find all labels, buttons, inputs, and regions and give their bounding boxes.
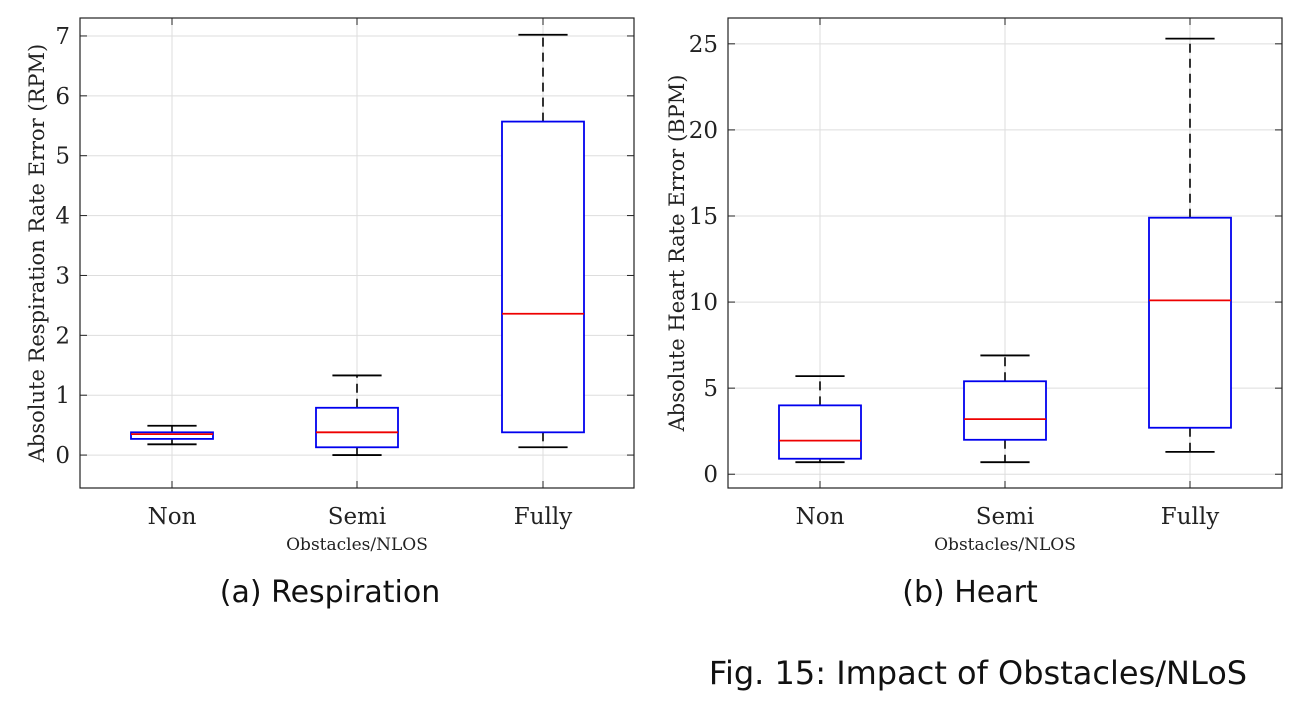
box-non — [778, 375, 862, 464]
y-tick-label: 3 — [55, 263, 70, 289]
y-tick-label: 10 — [689, 290, 718, 316]
x-axis-label: Obstacles/NLOS — [286, 535, 428, 555]
box-iqr — [778, 404, 862, 460]
y-tick-label: 4 — [55, 204, 70, 230]
box-fully — [1148, 37, 1232, 453]
y-tick-label: 25 — [689, 32, 718, 58]
category-label: Non — [796, 504, 845, 530]
box-iqr — [1148, 216, 1232, 429]
box-iqr — [315, 406, 399, 449]
axes-frame — [79, 17, 635, 489]
subcaption-heart: (b) Heart — [902, 575, 1038, 610]
box-iqr — [130, 431, 214, 440]
category-label: Fully — [514, 504, 572, 530]
y-tick-label: 0 — [55, 443, 70, 469]
figure-caption: Fig. 15: Impact of Obstacles/NLoS — [709, 654, 1247, 692]
box-semi — [963, 354, 1047, 464]
y-tick-label: 6 — [55, 84, 70, 110]
y-axis-label: Absolute Heart Rate Error (BPM) — [665, 75, 689, 433]
y-tick-label: 7 — [55, 24, 70, 50]
axes-frame — [727, 17, 1283, 489]
y-tick-label: 0 — [703, 462, 718, 488]
box-non — [130, 424, 214, 446]
category-label: Semi — [328, 504, 387, 530]
category-label: Semi — [976, 504, 1035, 530]
subcaption-respiration: (a) Respiration — [220, 575, 440, 610]
category-label: Non — [148, 504, 197, 530]
plot-respiration: 0 1 2 3 4 5 6 7 Non Semi Fully Obstacles/NLOS Absolu… — [25, 17, 635, 555]
x-axis-label: Obstacles/NLOS — [934, 535, 1076, 555]
box-fully — [501, 33, 585, 449]
y-tick-label: 15 — [689, 204, 718, 230]
y-tick-label: 20 — [689, 118, 718, 144]
y-tick-label: 5 — [55, 144, 70, 170]
box-iqr — [963, 380, 1047, 441]
y-tick-label: 5 — [703, 376, 718, 402]
y-axis-label: Absolute Respiration Rate Error (RPM) — [25, 44, 49, 464]
plot-heart: 0 5 10 15 20 25 Non Semi Fully Obstacles/NLOS Abso… — [665, 17, 1283, 555]
box-iqr — [501, 120, 585, 434]
box-semi — [315, 374, 399, 456]
category-label: Fully — [1161, 504, 1219, 530]
y-tick-label: 1 — [55, 383, 70, 409]
y-tick-label: 2 — [55, 323, 70, 349]
